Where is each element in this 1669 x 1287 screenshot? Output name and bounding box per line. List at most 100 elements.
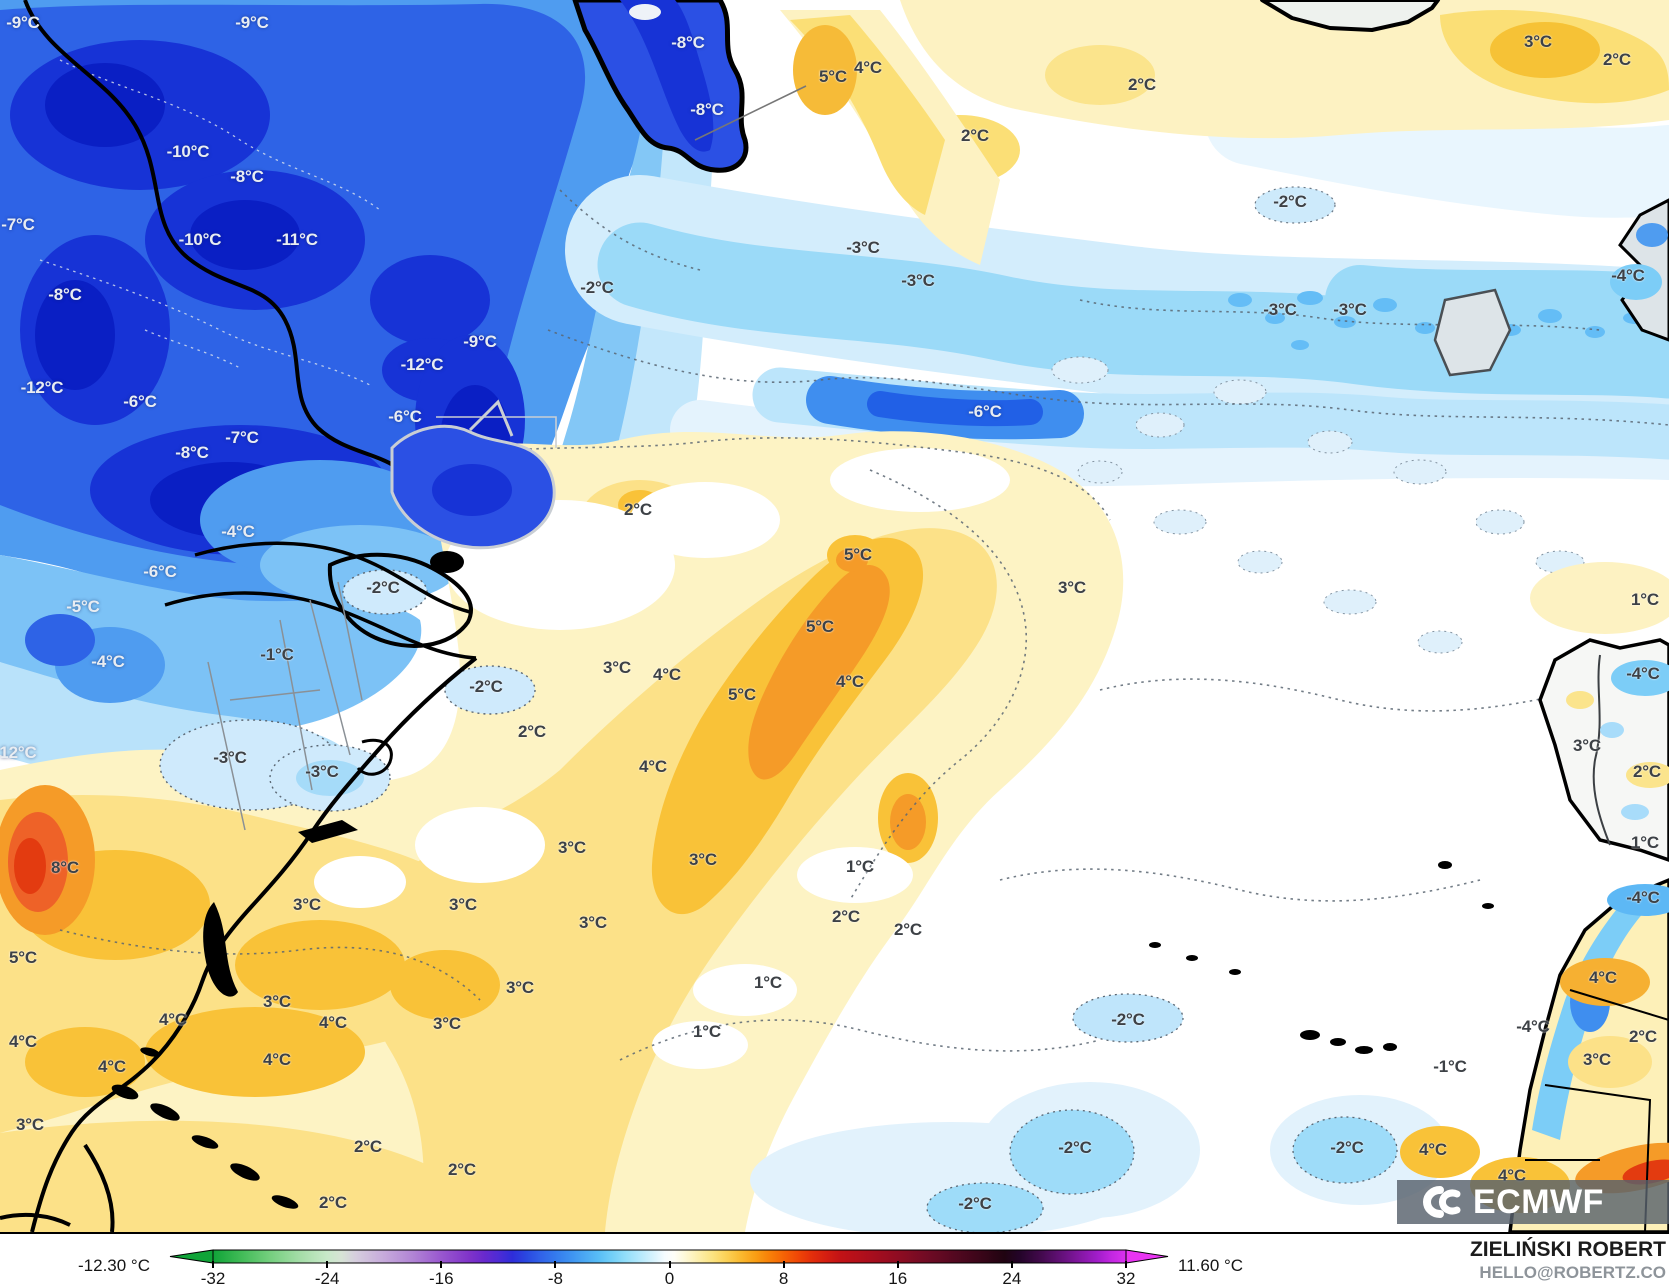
- temp-label: -4°C: [221, 522, 255, 541]
- temp-label: 2°C: [1603, 50, 1631, 69]
- temp-label: -6°C: [968, 402, 1002, 421]
- colorbar-tick-label: -32: [200, 1269, 226, 1287]
- temp-label: 4°C: [836, 672, 864, 691]
- temp-label: 4°C: [9, 1032, 37, 1051]
- temp-label: -3°C: [213, 748, 247, 767]
- callout-lines: [436, 85, 807, 448]
- colorbar-tick-mark: [554, 1261, 557, 1268]
- anomaly-map: -9°C -9°C -8°C -8°C -10°C -8°C -7°C -10°C -11°C -…: [0, 0, 1669, 1232]
- temp-label: 3°C: [1573, 736, 1601, 755]
- temp-label: -2°C: [1058, 1138, 1092, 1157]
- temp-label: 4°C: [1589, 968, 1617, 987]
- temp-label: 1°C: [693, 1022, 721, 1041]
- temp-label: -2°C: [580, 278, 614, 297]
- colorbar-footer: -12.30 °C 11.60 °C -32 -24 -16 -8 0 8 16 24 32 Z…: [0, 1232, 1669, 1287]
- map-artwork: [0, 0, 1669, 1232]
- temp-label: -6°C: [388, 407, 422, 426]
- colorbar-tick-mark: [440, 1261, 443, 1268]
- temp-label: -3°C: [901, 271, 935, 290]
- temp-label: -3°C: [846, 238, 880, 257]
- ecmwf-logo-text: ECMWF: [1473, 1182, 1604, 1221]
- temp-label: 5°C: [819, 67, 847, 86]
- temp-label: -4°C: [1516, 1017, 1550, 1036]
- coastlines: [0, 0, 1669, 1232]
- temp-label: 5°C: [806, 617, 834, 636]
- temp-label: 3°C: [579, 913, 607, 932]
- colorbar-tick-label: -16: [428, 1269, 454, 1287]
- colorbar-tick-label: 16: [888, 1269, 908, 1287]
- temp-label: 1°C: [1631, 833, 1659, 852]
- temp-label: -4°C: [1611, 266, 1645, 285]
- colorbar-min-label: -12.30 °C: [78, 1256, 151, 1275]
- pale-speckles: [1051, 356, 1585, 654]
- temp-label: -1°C: [260, 645, 294, 664]
- temp-label: 3°C: [449, 895, 477, 914]
- temp-label: -12°C: [20, 378, 64, 397]
- temp-label: -3°C: [305, 762, 339, 781]
- temp-label: -2°C: [469, 677, 503, 696]
- temp-label: -3°C: [1263, 300, 1297, 319]
- temp-label: -7°C: [1, 215, 35, 234]
- temp-label: -5°C: [66, 597, 100, 616]
- temp-label: 2°C: [1633, 762, 1661, 781]
- temp-label: 1°C: [846, 857, 874, 876]
- temp-label: 12°C: [0, 743, 37, 762]
- colorbar-tick-label: 24: [1002, 1269, 1022, 1287]
- colorbar-tick-mark: [212, 1261, 214, 1268]
- colorbar-tick-mark: [782, 1261, 785, 1268]
- colorbar: [169, 1249, 1169, 1264]
- temp-label: -11°C: [276, 230, 318, 249]
- colorbar-tick-label: -24: [314, 1269, 340, 1287]
- temp-label: 5°C: [728, 685, 756, 704]
- colorbar-tick-mark: [896, 1261, 899, 1268]
- temp-label: 3°C: [263, 992, 291, 1011]
- temp-label: -8°C: [175, 443, 209, 462]
- temp-label: -9°C: [235, 13, 269, 32]
- temp-label: 4°C: [1419, 1140, 1447, 1159]
- temp-label: 2°C: [319, 1193, 347, 1212]
- temp-label: 3°C: [506, 978, 534, 997]
- temp-label: 4°C: [319, 1013, 347, 1032]
- ireland-landmass: [1433, 288, 1512, 377]
- colorbar-right-arrow: [1125, 1249, 1169, 1264]
- temp-label: 3°C: [1058, 578, 1086, 597]
- attribution-contact: HELLO@ROBERTZ.CO: [1479, 1263, 1666, 1282]
- region-greenland-east-warm: [780, 10, 1000, 265]
- temp-label: -4°C: [91, 652, 125, 671]
- temp-label: 1°C: [754, 973, 782, 992]
- temp-label: 5°C: [9, 948, 37, 967]
- temp-label: -3°C: [1333, 300, 1367, 319]
- temp-label: 4°C: [639, 757, 667, 776]
- colorbar-tick-mark: [326, 1261, 329, 1268]
- temp-label: -8°C: [48, 285, 82, 304]
- temp-label: 3°C: [1524, 32, 1552, 51]
- temp-label: 4°C: [98, 1057, 126, 1076]
- temp-label: -4°C: [1626, 888, 1660, 907]
- temp-label: 2°C: [624, 500, 652, 519]
- cool-patches: [159, 569, 1450, 1232]
- iceland-landmass: [1260, 0, 1440, 32]
- temp-label: -10°C: [166, 142, 210, 161]
- temp-label: 5°C: [844, 545, 872, 564]
- colorbar-tick-mark: [1010, 1261, 1013, 1268]
- attribution-author: ZIELIŃSKI ROBERT: [1469, 1238, 1666, 1261]
- temp-label: 2°C: [1629, 1027, 1657, 1046]
- temp-label: -10°C: [178, 230, 222, 249]
- temp-label: -2°C: [1273, 192, 1307, 211]
- temp-label: 8°C: [51, 858, 79, 877]
- temp-label: 2°C: [518, 722, 546, 741]
- colorbar-tick-label: -8: [547, 1269, 563, 1287]
- ecmwf-logo-icon: [1423, 1186, 1461, 1218]
- temp-label: 1°C: [1631, 590, 1659, 609]
- temp-label: -8°C: [230, 167, 264, 186]
- colorbar-tick-label: 8: [778, 1269, 789, 1287]
- colorbar-max-label: 11.60 °C: [1178, 1256, 1244, 1275]
- temp-label: -2°C: [958, 1194, 992, 1213]
- temp-label: 4°C: [653, 665, 681, 684]
- temp-label: 2°C: [894, 920, 922, 939]
- temp-label: -7°C: [225, 428, 259, 447]
- temp-label: -8°C: [671, 33, 705, 52]
- white-gaps: [314, 448, 1130, 1135]
- temp-label: -1°C: [1433, 1057, 1467, 1076]
